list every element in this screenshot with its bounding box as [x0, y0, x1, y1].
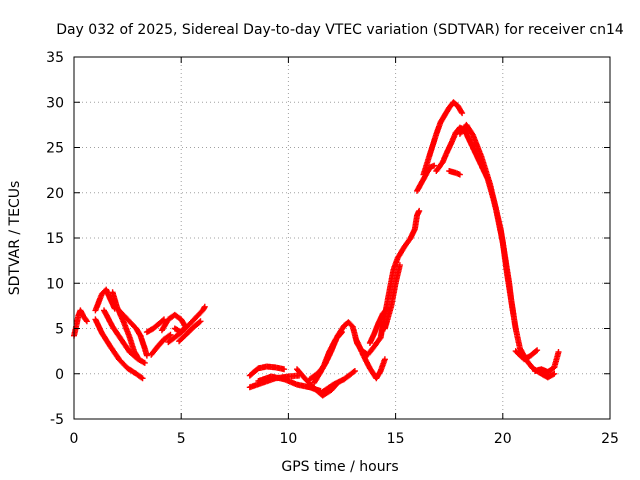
- data-point-group: [165, 303, 208, 346]
- data-point-group: [148, 331, 174, 358]
- data-point-group: [92, 316, 146, 382]
- x-tick-label: 15: [387, 431, 405, 447]
- y-tick-label: 10: [46, 276, 64, 292]
- axis-ticks: 0 5 10 15 20 25 -5 0 5 10 15 20 25 30 35: [46, 50, 619, 447]
- data-points: [71, 99, 562, 399]
- data-point-group: [446, 168, 463, 178]
- x-tick-label: 20: [494, 431, 512, 447]
- data-series: [414, 99, 562, 381]
- data-point-group: [143, 316, 167, 336]
- chart-title: Day 032 of 2025, Sidereal Day-to-day VTE…: [56, 22, 624, 38]
- x-axis-label: GPS time / hours: [281, 459, 398, 475]
- data-point-group: [311, 329, 345, 386]
- data-point-group: [512, 347, 541, 363]
- y-tick-label: 25: [46, 141, 64, 157]
- data-point-group: [92, 286, 118, 314]
- y-tick-label: 5: [55, 322, 64, 338]
- data-point-group: [176, 318, 204, 345]
- data-point-group: [319, 368, 358, 395]
- x-tick-label: 5: [177, 431, 186, 447]
- data-point-group: [354, 338, 388, 382]
- y-tick-label: 30: [46, 95, 64, 111]
- data-point-group: [532, 349, 562, 375]
- x-tick-label: 10: [279, 431, 297, 447]
- y-tick-label: 35: [46, 50, 64, 66]
- data-point-group: [420, 99, 466, 178]
- data-point-group: [456, 121, 558, 381]
- y-axis-label: SDTVAR / TECUs: [7, 181, 23, 296]
- x-tick-label: 25: [601, 431, 619, 447]
- y-tick-label: 20: [46, 186, 64, 202]
- y-tick-label: -5: [50, 412, 64, 428]
- y-tick-label: 15: [46, 231, 64, 247]
- data-point-group: [381, 262, 403, 332]
- data-point-group: [116, 307, 150, 359]
- data-point-group: [246, 363, 288, 379]
- data-series: [246, 207, 423, 399]
- x-tick-label: 0: [70, 431, 79, 447]
- y-tick-label: 0: [55, 367, 64, 383]
